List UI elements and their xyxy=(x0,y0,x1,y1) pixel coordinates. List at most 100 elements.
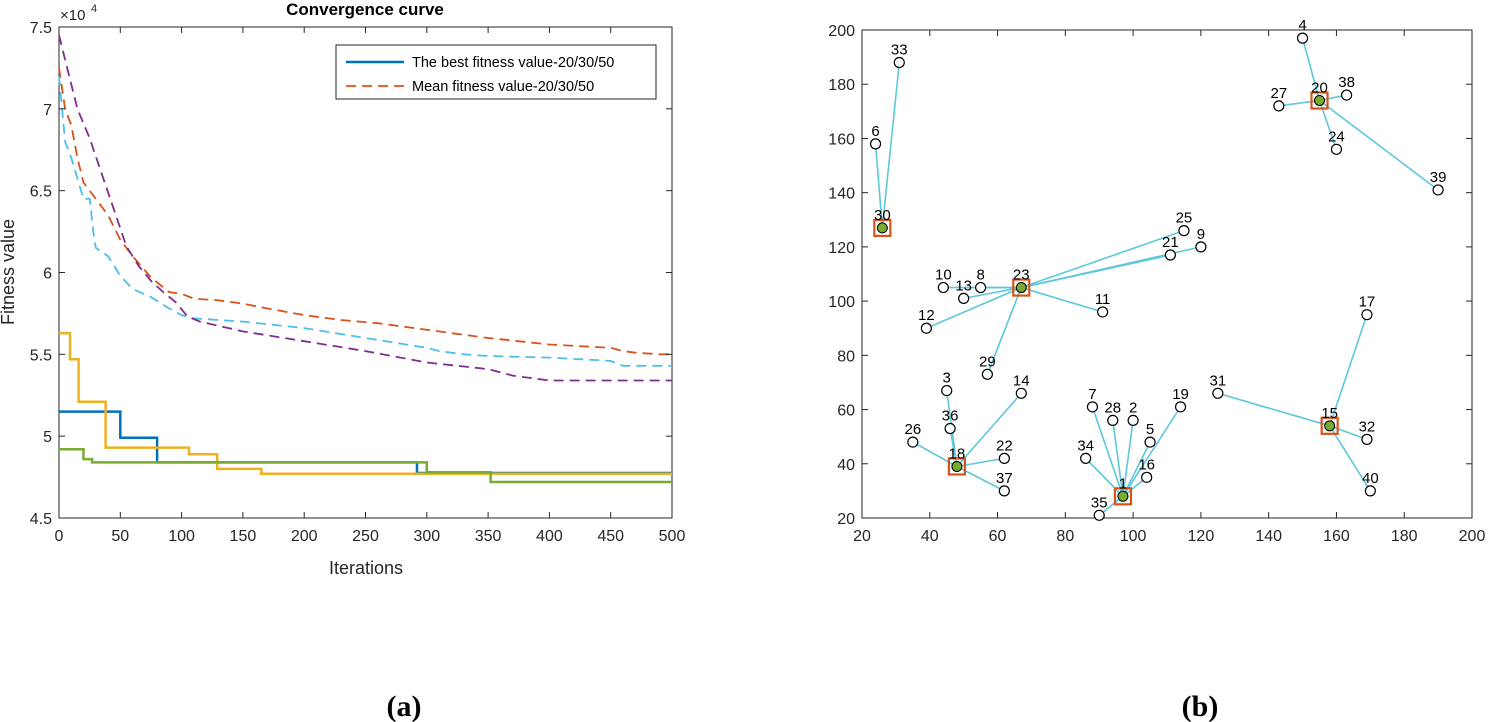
chart-b-xtick-label: 100 xyxy=(1120,528,1147,545)
node-label: 26 xyxy=(904,421,921,438)
cluster-link xyxy=(1085,457,1124,497)
chart-a-xtick-label: 200 xyxy=(291,528,318,545)
cluster-link xyxy=(963,286,1022,300)
node-point xyxy=(1093,509,1105,521)
chart-a-axes: 0 50 100 150 200 250 300 350 400 450 500 4.5 5 5.5 6 6.… xyxy=(30,20,686,545)
node-label: 25 xyxy=(1176,210,1193,227)
cluster-link xyxy=(874,143,884,228)
node-point xyxy=(981,368,993,380)
node-point xyxy=(1097,306,1109,318)
node-point xyxy=(1364,485,1376,497)
chart-b-xtick-label: 20 xyxy=(853,528,871,545)
cluster-link xyxy=(986,287,1023,375)
chart-a-xtick-label: 150 xyxy=(230,528,257,545)
chart-a-xtick-label: 350 xyxy=(475,528,502,545)
chart-a-exponent: ×10 4 xyxy=(60,3,97,24)
node-label: 40 xyxy=(1362,470,1379,487)
node-point xyxy=(958,292,970,304)
chart-b-xtick-label: 120 xyxy=(1188,528,1215,545)
node-label: 6 xyxy=(871,123,879,140)
legend-label-mean: Mean fitness value-20/30/50 xyxy=(412,79,594,95)
cluster-link xyxy=(1021,286,1103,313)
node-point xyxy=(1107,414,1119,426)
chart-a-series-line-5 xyxy=(58,76,672,367)
chart-a-xtick-label: 50 xyxy=(111,528,129,545)
chart-a-exponent-base: ×10 xyxy=(60,7,85,24)
node-label: 16 xyxy=(1138,456,1155,473)
cluster-link xyxy=(1278,99,1320,107)
convergence-chart: 0 50 100 150 200 250 300 350 400 450 500 4.5 5 5.5 6 6.… xyxy=(0,0,685,722)
chart-b-xtick-label: 200 xyxy=(1459,528,1486,545)
cluster-link xyxy=(1328,425,1372,492)
chart-b-ytick-label: 200 xyxy=(828,23,855,40)
chart-a-exponent-power: 4 xyxy=(91,3,97,15)
node-label: 37 xyxy=(996,470,1013,487)
chart-b-ytick-label: 60 xyxy=(837,403,855,420)
cluster-link xyxy=(1301,37,1321,101)
node-label: 30 xyxy=(874,207,891,224)
node-point xyxy=(869,138,882,150)
chart-a-plot-area xyxy=(58,26,673,519)
chart-a-ylabel: Fitness value xyxy=(0,219,18,325)
chart-a-xtick-label: 300 xyxy=(413,528,440,545)
chart-a-title: Convergence curve xyxy=(286,0,444,19)
node-point xyxy=(1296,32,1309,44)
cluster-center-point xyxy=(951,460,963,472)
node-point xyxy=(893,56,905,69)
node-label: 28 xyxy=(1104,399,1121,416)
node-label: 32 xyxy=(1359,418,1376,435)
node-label: 36 xyxy=(942,408,959,425)
cluster-center-point xyxy=(1314,94,1325,106)
chart-b-ytick-label: 140 xyxy=(828,186,855,203)
node-point xyxy=(1212,387,1224,399)
node-point xyxy=(1080,452,1092,464)
node-point xyxy=(941,384,953,397)
node-label: 22 xyxy=(996,437,1013,454)
chart-b-nodes: 1234567891011121314151617181920212223242… xyxy=(869,17,1447,521)
chart-b-ytick-label: 120 xyxy=(828,240,855,257)
cluster-center-marker xyxy=(947,457,966,476)
cluster-link xyxy=(1122,406,1182,497)
node-point xyxy=(998,485,1010,497)
chart-a-xtick-label: 400 xyxy=(536,528,563,545)
node-label: 17 xyxy=(1359,294,1376,311)
cluster-center-point xyxy=(876,222,888,234)
node-label: 21 xyxy=(1162,234,1179,251)
chart-a-xtick-label: 250 xyxy=(352,528,379,545)
chart-b-ytick-label: 160 xyxy=(828,131,855,148)
chart-a-series-line-6 xyxy=(58,34,672,382)
node-point xyxy=(1141,471,1153,483)
node-label: 3 xyxy=(943,370,951,387)
chart-a-legend: The best fitness value-20/30/50 Mean fit… xyxy=(335,44,657,100)
node-point xyxy=(1144,436,1156,448)
chart-a-legend-box xyxy=(335,44,657,100)
chart-a-series-line-4 xyxy=(58,67,672,356)
chart-a-series-line-3 xyxy=(59,448,672,484)
chart-b-ytick-label: 100 xyxy=(828,294,855,311)
chart-a-series-line-1 xyxy=(59,410,672,475)
node-label: 15 xyxy=(1321,405,1338,422)
node-label: 5 xyxy=(1146,421,1154,438)
node-point xyxy=(1015,387,1027,399)
node-label: 14 xyxy=(1013,372,1030,389)
node-label: 20 xyxy=(1311,79,1328,96)
node-label: 39 xyxy=(1430,169,1447,186)
node-point xyxy=(1361,433,1373,445)
node-label: 18 xyxy=(949,445,966,462)
chart-b-xtick-label: 80 xyxy=(1056,528,1074,545)
node-point xyxy=(1341,89,1353,101)
cluster-link xyxy=(926,286,1022,329)
caption-b: (b) xyxy=(1182,690,1219,722)
chart-a-ytick-label: 5.5 xyxy=(30,347,52,364)
node-label: 29 xyxy=(979,353,996,370)
node-point xyxy=(944,422,956,435)
node-point xyxy=(907,436,919,448)
node-point xyxy=(1195,241,1207,253)
chart-b-ytick-label: 80 xyxy=(837,348,855,365)
chart-b-xtick-label: 180 xyxy=(1391,528,1418,545)
chart-a-ytick-label: 6 xyxy=(43,266,52,283)
node-label: 31 xyxy=(1209,372,1226,389)
chart-b-ytick-label: 20 xyxy=(837,511,855,528)
chart-b-xtick-label: 60 xyxy=(989,528,1007,545)
